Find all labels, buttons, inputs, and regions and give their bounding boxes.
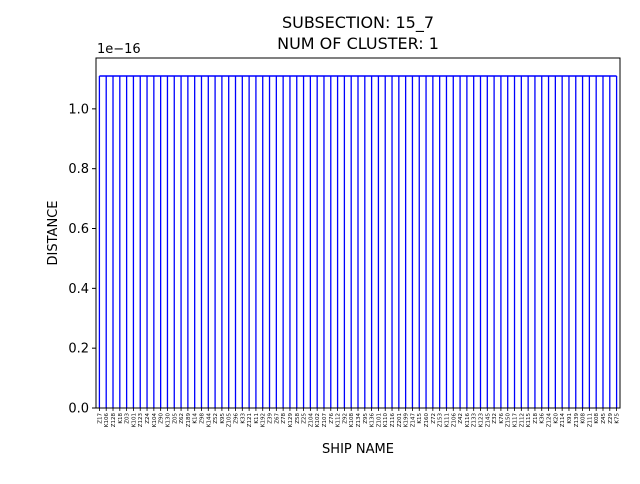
x-tick-label: Z25 (302, 413, 308, 424)
x-tick-label: K76 (499, 413, 505, 424)
x-axis: Z17 K106 Z128 K18 Z03 K101 Z123 Z24 K104 Z90 K130 Z… (97, 408, 621, 428)
x-tick-label: K08 (581, 413, 587, 424)
y-tick-label: 0.8 (68, 162, 89, 177)
x-tick-label: Z133 (472, 412, 478, 427)
x-tick-label: K102 (315, 413, 321, 427)
x-tick-label: Z67 (274, 413, 280, 424)
x-tick-label: K75 (615, 413, 621, 424)
x-tick-label: Z18 (533, 413, 539, 424)
x-tick-label: K116 (465, 413, 471, 428)
x-tick-label: K101 (131, 413, 137, 427)
y-tick-label: 0.2 (68, 342, 89, 357)
x-tick-label: K112 (336, 413, 342, 427)
x-tick-label: K117 (513, 413, 519, 428)
x-tick-label: Z98 (199, 413, 205, 424)
x-tick-label: K115 (526, 413, 532, 428)
x-tick-label: Z107 (322, 412, 328, 427)
x-tick-label: K192 (261, 413, 267, 427)
x-tick-label: Z17 (97, 413, 103, 424)
x-tick-label: Z112 (519, 413, 525, 427)
x-tick-label: Z72 (431, 413, 437, 424)
x-tick-label: Z139 (574, 412, 580, 427)
x-tick-label: Z45 (601, 413, 607, 424)
x-tick-label: K36 (540, 413, 546, 424)
x-tick-label: K144 (206, 413, 212, 428)
x-tick-label: Z160 (424, 412, 430, 427)
x-tick-label: Z124 (547, 412, 553, 427)
x-tick-label: Z24 (145, 413, 151, 424)
x-tick-label: Z78 (281, 413, 287, 424)
x-tick-label: Z52 (213, 413, 219, 424)
x-tick-label: Z42 (458, 413, 464, 424)
x-tick-label: K08 (594, 413, 600, 424)
x-tick-label: Z96 (234, 413, 240, 424)
x-tick-label: K199 (404, 413, 410, 428)
y-axis-label: DISTANCE (46, 201, 61, 266)
x-tick-label: K14 (193, 413, 199, 424)
x-tick-label: Z39 (268, 413, 274, 424)
x-tick-label: Z95 (363, 413, 369, 424)
y-tick-label: 0.6 (68, 222, 89, 237)
x-tick-label: K91 (567, 413, 573, 424)
chart-title: SUBSECTION: 15_7 (282, 13, 434, 33)
x-tick-label: Z62 (179, 413, 185, 424)
x-tick-label: Z29 (608, 413, 614, 424)
x-tick-label: K104 (152, 413, 158, 428)
x-tick-label: Z150 (506, 412, 512, 427)
x-tick-label: Z123 (138, 412, 144, 427)
x-tick-label: K129 (288, 413, 294, 428)
y-axis: 0.0 0.2 0.4 0.6 0.8 1.0 (68, 102, 96, 417)
x-tick-label: K18 (118, 413, 124, 424)
x-tick-label: Z201 (397, 413, 403, 427)
x-tick-label: Z58 (295, 413, 301, 424)
x-axis-label: SHIP NAME (322, 442, 394, 457)
x-tick-label: Z32 (492, 413, 498, 424)
x-tick-label: Z189 (186, 412, 192, 427)
x-tick-label: Z147 (410, 412, 416, 427)
y-tick-label: 0.4 (68, 282, 89, 297)
x-tick-label: K15 (417, 413, 423, 424)
x-tick-label: K11 (254, 413, 260, 424)
x-tick-label: K110 (383, 413, 389, 428)
x-tick-label: K111 (444, 413, 450, 427)
x-tick-label: K106 (104, 413, 110, 428)
x-tick-label: Z106 (451, 412, 457, 427)
x-tick-label: K108 (349, 413, 355, 428)
x-tick-label: Z104 (308, 412, 314, 427)
x-tick-label: K33 (240, 413, 246, 424)
x-tick-label: Z05 (172, 413, 178, 424)
x-tick-label: Z114 (560, 412, 566, 427)
x-tick-label: K130 (165, 413, 171, 428)
dendrogram-links (98, 75, 618, 408)
x-tick-label: Z116 (390, 412, 396, 427)
y-offset-text: 1e−16 (97, 42, 141, 57)
x-tick-label: Z105 (227, 412, 233, 427)
y-tick-label: 0.0 (68, 402, 89, 417)
x-tick-label: Z145 (485, 412, 491, 427)
y-tick-label: 1.0 (68, 102, 89, 117)
x-tick-label: Z90 (159, 413, 165, 424)
chart-subtitle: NUM OF CLUSTER: 1 (277, 34, 439, 53)
x-tick-label: Z76 (329, 413, 335, 424)
x-tick-label: K123 (478, 413, 484, 428)
x-tick-label: Z121 (247, 413, 253, 427)
x-tick-label: Z111 (587, 413, 593, 427)
x-tick-label: Z134 (356, 412, 362, 427)
x-tick-label: Z101 (376, 413, 382, 427)
x-tick-label: Z153 (438, 412, 444, 427)
x-tick-label: K95 (220, 413, 226, 424)
x-tick-label: Z03 (125, 413, 131, 424)
plot-frame (95, 57, 621, 409)
x-tick-label: K136 (370, 413, 376, 428)
x-tick-label: K20 (553, 413, 559, 424)
x-tick-label: Z92 (342, 413, 348, 424)
x-tick-label: Z128 (111, 412, 117, 427)
